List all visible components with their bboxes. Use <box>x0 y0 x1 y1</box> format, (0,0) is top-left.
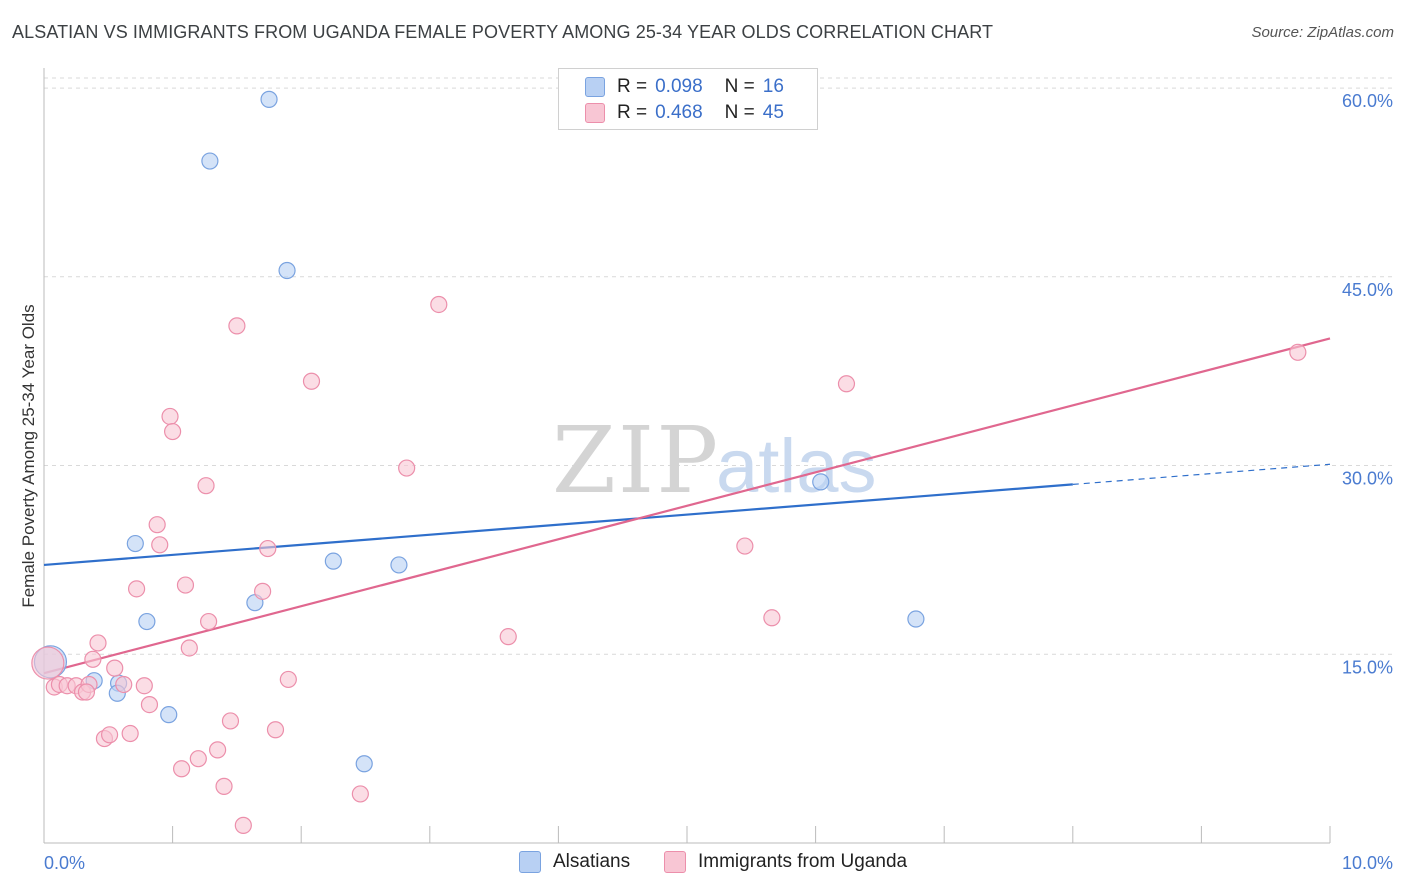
uganda-point <box>140 695 159 714</box>
legend-n-label: N = <box>724 102 755 123</box>
uganda-point <box>200 612 218 631</box>
tick-labels: 15.0% 30.0% 45.0% 60.0% 0.0% 10.0% <box>44 91 1393 873</box>
uganda-point <box>266 721 285 739</box>
legend-n-value-alsatians: 16 <box>762 76 784 97</box>
uganda-point <box>234 816 252 834</box>
watermark: ZIP atlas <box>552 407 877 514</box>
uganda-point <box>499 628 517 646</box>
legend-row-alsatians: R = 0.098 N = 16 <box>585 74 784 100</box>
uganda-point <box>221 712 240 730</box>
legend-n-value-uganda: 45 <box>762 102 784 123</box>
uganda-point <box>398 459 416 477</box>
uganda-point <box>151 536 169 554</box>
axes <box>43 68 1331 844</box>
series-legend-alsatians[interactable]: Alsatians <box>519 851 630 873</box>
uganda-point <box>84 650 102 668</box>
uganda-point <box>209 741 227 759</box>
alsatians-point <box>324 552 342 570</box>
uganda-point <box>148 516 166 534</box>
x-tick-label-min: 0.0% <box>44 853 85 873</box>
y-tick-label: 15.0% <box>1342 657 1393 677</box>
alsatians-point <box>160 706 178 724</box>
uganda-point <box>430 295 448 314</box>
alsatians-point <box>812 473 830 491</box>
data-points <box>31 90 1307 834</box>
uganda-point <box>254 582 272 600</box>
watermark-atlas: atlas <box>716 424 877 509</box>
uganda-point <box>763 609 781 627</box>
trend-lines <box>43 337 1331 675</box>
chart-source: Source: ZipAtlas.com <box>1251 24 1394 41</box>
uganda-point <box>106 659 124 677</box>
legend-r-value-uganda: 0.468 <box>655 102 703 123</box>
alsatians-point <box>278 261 296 280</box>
alsatians-point <box>138 612 156 631</box>
y-tick-label: 45.0% <box>1342 280 1393 300</box>
uganda-point <box>1289 343 1307 361</box>
y-tick-label: 30.0% <box>1342 469 1393 489</box>
uganda-point <box>31 646 65 680</box>
uganda-point <box>127 580 146 598</box>
series-legend-label-alsatians: Alsatians <box>553 851 631 872</box>
legend-row-uganda: R = 0.468 N = 45 <box>585 100 784 126</box>
x-tick-label-max: 10.0% <box>1342 853 1393 873</box>
y-tick-label: 60.0% <box>1342 91 1393 111</box>
uganda-point <box>77 683 96 701</box>
alsatians-trend-extension <box>1072 463 1331 486</box>
alsatians-point <box>201 152 219 170</box>
series-legend-swatch-blue <box>519 851 541 873</box>
legend-r-label: R = <box>617 102 648 123</box>
uganda-point <box>180 639 198 657</box>
uganda-point <box>228 317 246 335</box>
correlation-legend: R = 0.098 N = 16 R = 0.468 N = 45 <box>558 68 818 130</box>
alsatians-trend-line <box>43 483 1073 567</box>
uganda-point <box>351 785 369 803</box>
legend-swatch-pink <box>585 103 605 123</box>
alsatians-point <box>907 610 925 628</box>
legend-r-value-alsatians: 0.098 <box>655 76 703 97</box>
uganda-point <box>164 422 182 441</box>
series-legend-uganda[interactable]: Immigrants from Uganda <box>664 851 907 873</box>
uganda-point <box>197 477 215 495</box>
legend-r-label: R = <box>617 76 648 97</box>
uganda-point <box>279 670 297 689</box>
alsatians-point <box>126 534 144 553</box>
uganda-point <box>161 407 179 426</box>
uganda-point <box>837 375 856 393</box>
uganda-trend-line <box>43 337 1331 675</box>
uganda-point <box>135 677 153 695</box>
legend-n-label: N = <box>724 76 755 97</box>
uganda-point <box>259 539 277 558</box>
alsatians-point <box>390 556 408 574</box>
uganda-point <box>736 537 754 555</box>
uganda-point <box>121 724 139 743</box>
legend-swatch-blue <box>585 77 605 97</box>
uganda-point <box>173 760 191 778</box>
watermark-zip: ZIP <box>552 407 720 514</box>
uganda-point <box>302 372 321 390</box>
series-legend-swatch-pink <box>664 851 686 873</box>
uganda-point <box>189 750 207 768</box>
alsatians-point <box>355 755 373 773</box>
series-legend-label-uganda: Immigrants from Uganda <box>698 851 908 872</box>
alsatians-point <box>260 90 278 108</box>
uganda-point <box>115 675 133 694</box>
uganda-point <box>89 634 107 652</box>
series-legend: Alsatians Immigrants from Uganda <box>0 851 1406 879</box>
chart-title: ALSATIAN VS IMMIGRANTS FROM UGANDA FEMAL… <box>12 22 994 42</box>
uganda-point <box>100 726 119 744</box>
uganda-point <box>176 576 195 594</box>
y-axis-label: Female Poverty Among 25-34 Year Olds <box>19 304 38 607</box>
gridlines <box>44 77 1392 655</box>
uganda-point <box>215 777 233 795</box>
